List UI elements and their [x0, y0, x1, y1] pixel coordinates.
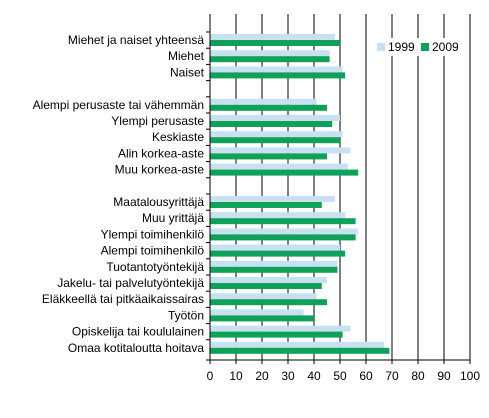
category-labels: Miehet ja naiset yhteensä Miehet Naiset Ale…	[33, 31, 210, 361]
category-label: Maatalousyrittäjä	[113, 195, 204, 209]
bar-2009-4	[210, 104, 327, 111]
bar-2009-19	[210, 347, 390, 354]
bar-2009-16	[210, 299, 327, 306]
bar-2009-13	[210, 250, 346, 257]
bar-2009-14	[210, 266, 338, 273]
x-tick-label: 100	[460, 369, 480, 383]
category-label: Työtön	[168, 308, 204, 322]
category-label: Alempi toimihenkilö	[101, 244, 205, 258]
x-tick-label: 40	[307, 369, 321, 383]
x-tick-labels: 0 10 20 30 40 50 60 70 80 90 100	[207, 360, 480, 383]
legend-label-2009: 2009	[432, 40, 459, 54]
category-label: Ylempi toimihenkilö	[101, 227, 205, 241]
bar-1999-8	[210, 163, 348, 170]
bar-2009-6	[210, 137, 340, 144]
bar-1999-0	[210, 34, 335, 40]
category-label: Alempi perusaste tai vähemmän	[33, 98, 204, 112]
bar-2009-15	[210, 283, 322, 289]
bar-2009-18	[210, 331, 343, 338]
bar-1999-19	[210, 341, 385, 348]
bar-2009-12	[210, 234, 356, 241]
bar-2009-1	[210, 56, 330, 63]
grid-lines	[235, 14, 471, 360]
x-tick-label: 80	[411, 369, 425, 383]
bar-1999-12	[210, 228, 359, 235]
bar-2009-7	[210, 153, 327, 160]
legend: 1999 2009	[372, 38, 468, 56]
x-tick-label: 60	[359, 369, 373, 383]
bar-2009-2	[210, 72, 346, 79]
legend-label-1999: 1999	[388, 40, 415, 54]
bar-1999-1	[210, 50, 330, 57]
x-tick-label: 70	[385, 369, 399, 383]
category-label: Miehet	[168, 49, 205, 63]
bar-1999-18	[210, 325, 351, 332]
x-tick-label: 90	[437, 369, 451, 383]
legend-swatch-1999	[377, 43, 385, 51]
x-tick-label: 50	[333, 369, 347, 383]
legend-box	[372, 38, 468, 56]
bar-1999-17	[210, 309, 304, 316]
bar-1999-4	[210, 98, 317, 105]
x-tick-label: 10	[229, 369, 243, 383]
category-label: Naiset	[170, 65, 205, 79]
x-tick-label: 20	[255, 369, 269, 383]
bar-1999-13	[210, 244, 340, 251]
category-label: Eläkkeellä tai pitkäaikaissairas	[42, 292, 204, 306]
category-label: Muu korkea-aste	[115, 163, 205, 177]
bars	[210, 34, 390, 354]
bar-1999-11	[210, 212, 346, 219]
bar-1999-5	[210, 115, 340, 121]
bar-1999-15	[210, 277, 327, 283]
category-label: Tuotantotyöntekijä	[106, 260, 204, 274]
category-label: Opiskelija tai koululainen	[72, 325, 204, 339]
bar-1999-6	[210, 131, 343, 138]
category-label: Alin korkea-aste	[118, 146, 204, 160]
legend-swatch-2009	[421, 43, 429, 51]
bar-1999-2	[210, 66, 343, 73]
bar-2009-8	[210, 169, 359, 176]
bar-1999-14	[210, 260, 338, 267]
bar-2009-10	[210, 202, 322, 208]
bar-2009-5	[210, 121, 333, 127]
bar-2009-0	[210, 40, 340, 46]
bar-1999-16	[210, 293, 317, 300]
category-label: Omaa kotitaloutta hoitava	[68, 341, 204, 355]
category-label: Jakelu- tai palvelutyöntekijä	[57, 276, 204, 290]
bar-2009-11	[210, 218, 356, 225]
bar-2009-17	[210, 315, 314, 322]
bar-1999-7	[210, 147, 351, 154]
x-tick-label: 30	[281, 369, 295, 383]
x-tick-label: 0	[207, 369, 214, 383]
category-label: Keskiaste	[152, 130, 204, 144]
category-label: Ylempi perusaste	[111, 114, 204, 128]
bar-1999-10	[210, 196, 335, 202]
category-label: Muu yrittäjä	[142, 211, 204, 225]
category-label: Miehet ja naiset yhteensä	[68, 33, 204, 47]
